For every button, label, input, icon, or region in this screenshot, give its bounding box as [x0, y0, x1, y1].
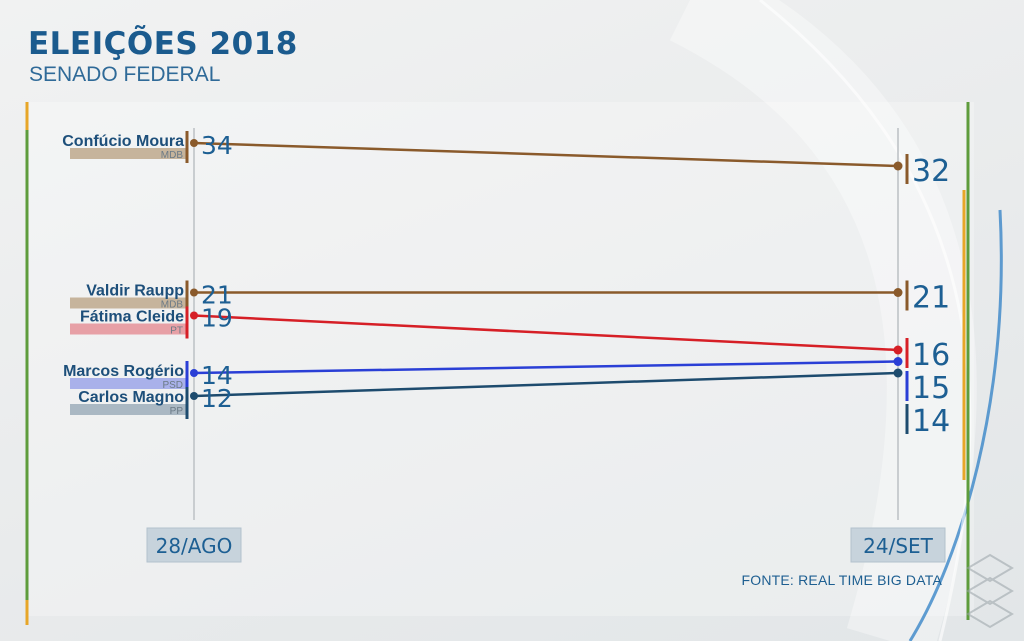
party-label-carlos-magno: PP — [170, 406, 184, 417]
date-label-start-box — [146, 527, 242, 563]
value-label-end-valdir-raupp: 21 — [912, 281, 950, 316]
value-label-start-fatima-cleide: 19 — [201, 304, 233, 333]
party-tag-confucio-moura — [70, 148, 186, 159]
party-tag-carlos-magno — [70, 404, 186, 415]
value-label-end-carlos-magno: 14 — [912, 404, 950, 439]
candidate-name-valdir-raupp: Valdir Raupp — [86, 283, 184, 300]
value-label-end-confucio-moura: 32 — [912, 154, 950, 189]
party-label-valdir-raupp: MDB — [161, 300, 184, 311]
series-line-fatima-cleide — [193, 314, 899, 352]
date-label-end: 24/SET — [863, 534, 934, 558]
party-tag-marcos-rogerio — [70, 378, 186, 389]
point-end-marcos-rogerio — [893, 357, 903, 366]
source-note: FONTE: REAL TIME BIG DATA — [741, 572, 942, 588]
value-label-start-valdir-raupp: 21 — [201, 281, 233, 310]
point-end-fatima-cleide — [893, 345, 903, 355]
page-title: ELEIÇÕES 2018 — [28, 26, 298, 62]
candidate-name-carlos-magno: Carlos Magno — [78, 389, 184, 406]
network-logo-icon — [966, 553, 1014, 629]
party-label-marcos-rogerio: PSD — [162, 380, 183, 391]
party-label-fatima-cleide: PT — [170, 326, 183, 337]
series-line-confucio-moura — [193, 141, 899, 168]
candidate-name-confucio-moura: Confúcio Moura — [62, 133, 184, 150]
point-end-confucio-moura — [893, 161, 903, 171]
point-start-carlos-magno — [190, 392, 198, 400]
date-label-start: 28/AGO — [156, 534, 233, 558]
value-label-start-carlos-magno: 12 — [201, 384, 233, 413]
point-end-carlos-magno — [893, 368, 903, 378]
value-label-start-confucio-moura: 34 — [201, 131, 233, 160]
series-line-carlos-magno — [193, 371, 899, 398]
value-label-start-marcos-rogerio: 14 — [201, 361, 233, 390]
series-line-marcos-rogerio — [193, 360, 899, 375]
point-start-marcos-rogerio — [190, 369, 198, 377]
candidate-name-fatima-cleide: Fátima Cleide — [80, 309, 184, 326]
party-tag-fatima-cleide — [70, 323, 186, 335]
party-label-confucio-moura: MDB — [161, 150, 184, 161]
date-label-end-box — [850, 527, 946, 563]
point-start-confucio-moura — [190, 139, 198, 147]
point-start-fatima-cleide — [190, 311, 198, 320]
point-start-valdir-raupp — [190, 288, 198, 297]
value-label-end-fatima-cleide: 16 — [912, 338, 950, 373]
candidate-name-marcos-rogerio: Marcos Rogério — [63, 363, 184, 380]
value-label-end-marcos-rogerio: 15 — [912, 371, 950, 406]
party-tag-valdir-raupp — [70, 297, 186, 309]
page-subtitle: SENADO FEDERAL — [29, 63, 221, 86]
point-end-valdir-raupp — [893, 288, 903, 297]
